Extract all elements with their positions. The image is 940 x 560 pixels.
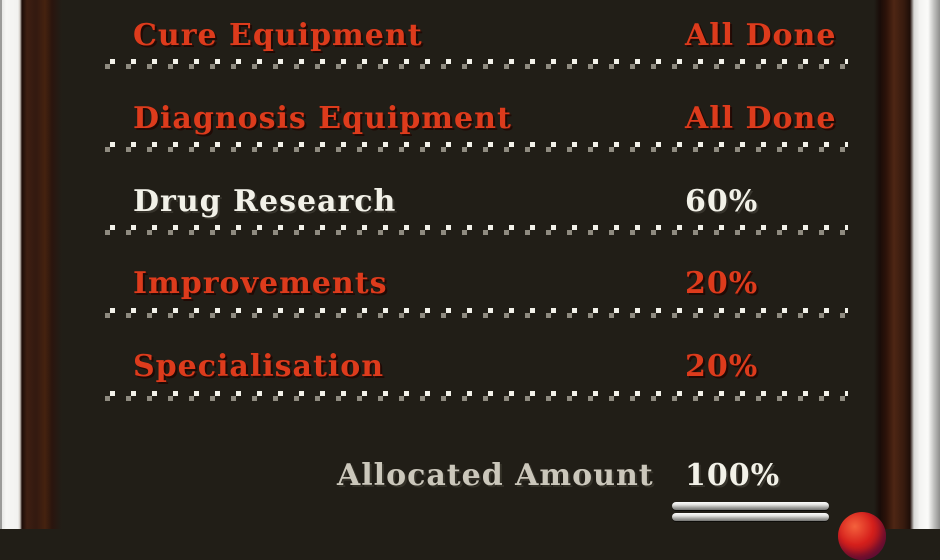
research-row-improvements: Improvements 20%	[0, 264, 940, 304]
dotted-separator	[104, 391, 848, 401]
row-label: Improvements	[133, 266, 388, 301]
row-value: 20%	[685, 349, 759, 384]
row-label: Specialisation	[133, 349, 385, 384]
research-row-specialisation: Specialisation 20%	[0, 347, 940, 387]
allocated-amount-row: Allocated Amount 100%	[0, 456, 940, 496]
row-label: Drug Research	[133, 184, 397, 219]
panel-frame-left-edge	[0, 0, 62, 529]
slider-bar-icon[interactable]	[672, 502, 829, 510]
research-row-cure-equipment: Cure Equipment All Done	[0, 16, 940, 56]
dotted-separator	[104, 308, 848, 318]
row-label: Cure Equipment	[133, 18, 423, 53]
research-row-drug-research: Drug Research 60%	[0, 182, 940, 222]
research-row-diagnosis-equipment: Diagnosis Equipment All Done	[0, 99, 940, 139]
slider-bar-icon[interactable]	[672, 513, 829, 521]
allocation-slider[interactable]	[672, 501, 829, 523]
dotted-separator	[104, 142, 848, 152]
dotted-separator	[104, 59, 848, 69]
allocated-amount-value: 100%	[685, 458, 781, 493]
row-value: 20%	[685, 266, 759, 301]
row-value: All Done	[685, 101, 837, 136]
red-ball-button[interactable]	[838, 512, 886, 560]
allocated-amount-label: Allocated Amount	[337, 458, 654, 493]
row-value: 60%	[685, 184, 759, 219]
dotted-separator	[104, 225, 848, 235]
row-label: Diagnosis Equipment	[133, 101, 512, 136]
row-value: All Done	[685, 18, 837, 53]
panel-frame-right-edge	[874, 0, 940, 529]
